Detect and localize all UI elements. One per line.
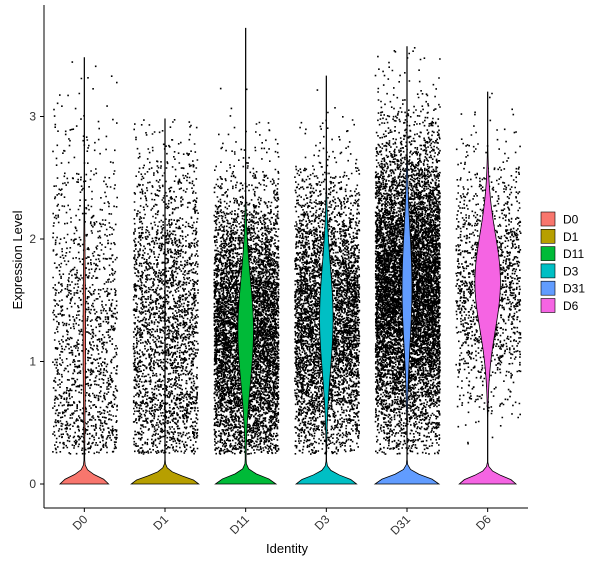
violin-D31 — [373, 46, 441, 485]
violin-D3 — [294, 75, 358, 485]
legend-label-D6: D6 — [563, 299, 579, 313]
jitter-points-D11 — [213, 87, 280, 455]
violins-layer — [58, 27, 518, 485]
jitter-points-D1 — [132, 119, 199, 455]
legend-key-D1 — [540, 229, 556, 244]
jitter-points-D0 — [52, 61, 119, 455]
legend-label-D1: D1 — [563, 230, 579, 244]
violin-D11 — [214, 27, 278, 485]
violin-D1 — [130, 118, 200, 485]
legend: D0 D1 D11 D3 D31 D6 — [540, 211, 585, 313]
violin-D6 — [458, 91, 518, 485]
y-tick-label: 3 — [29, 110, 36, 124]
x-tick-label: D0 — [70, 512, 91, 533]
x-tick-label: D11 — [227, 512, 252, 537]
legend-label-D11: D11 — [563, 247, 584, 261]
x-tick-label: D1 — [150, 512, 171, 533]
jitter-points-layer — [52, 47, 522, 455]
y-axis-label: Expression Level — [10, 210, 25, 309]
violin-D0 — [58, 57, 110, 485]
x-tick-label: D6 — [473, 512, 494, 533]
legend-label-D3: D3 — [563, 264, 579, 278]
legend-key-D3 — [540, 263, 556, 279]
legend-key-D6 — [540, 298, 556, 313]
y-ticks: 0 1 2 3 — [29, 110, 44, 491]
axes-layer — [43, 5, 528, 509]
legend-key-D0 — [540, 211, 556, 227]
legend-key-D11 — [540, 246, 556, 261]
y-tick-label: 1 — [29, 355, 36, 369]
legend-key-D31 — [540, 280, 556, 296]
x-axis-label: Identity — [266, 541, 308, 556]
legend-label-D31: D31 — [563, 282, 585, 296]
jitter-points-D31 — [374, 47, 441, 455]
legend-label-D0: D0 — [563, 213, 579, 227]
y-tick-label: 2 — [29, 232, 36, 246]
y-tick-label: 0 — [29, 477, 36, 491]
x-tick-label: D3 — [312, 512, 333, 533]
x-tick-label: D31 — [388, 512, 414, 538]
x-ticks: D0 D1 D11 D3 D31 D6 — [70, 508, 494, 538]
